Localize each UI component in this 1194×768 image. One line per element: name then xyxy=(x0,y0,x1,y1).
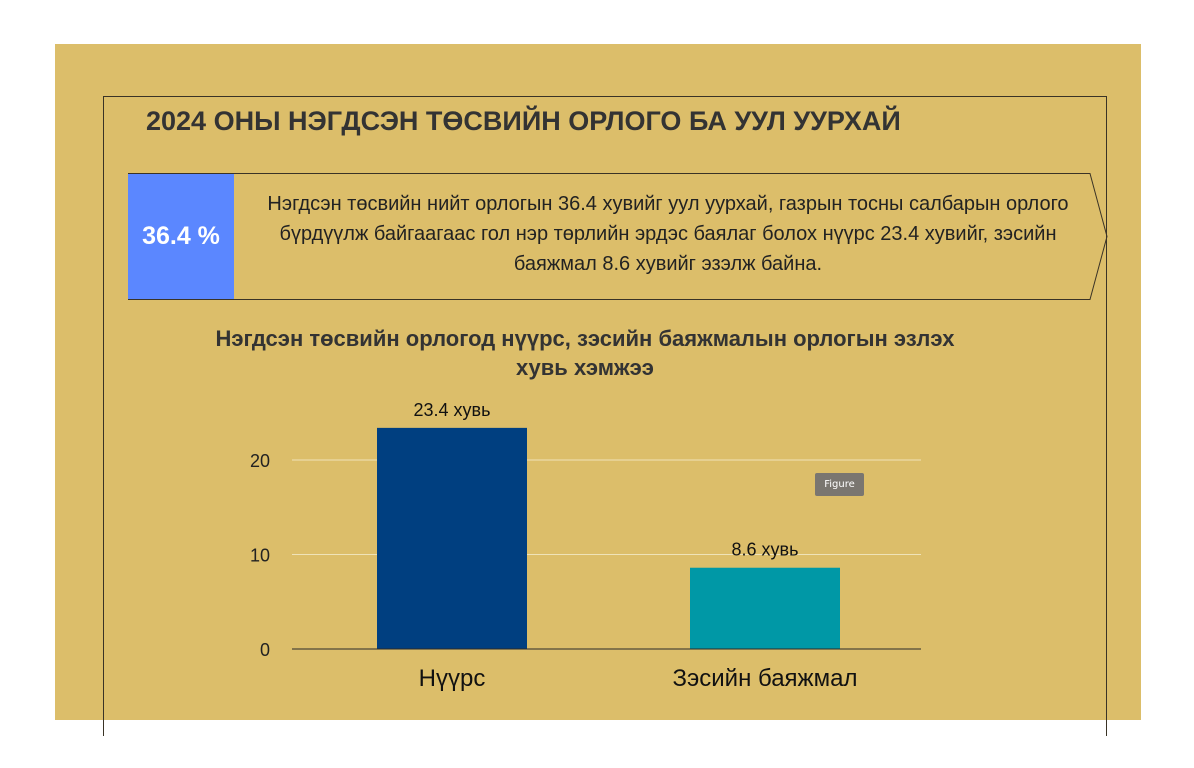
callout-text: Нэгдсэн төсвийн нийт орлогын 36.4 хувийг… xyxy=(267,193,1069,275)
percent-badge: 36.4 % xyxy=(128,174,234,299)
figure-label: Figure xyxy=(815,473,864,496)
bar-chart: 0 10 20 23.4 хувь Нүүрс 8.6 хувь Зэсийн баяжма… xyxy=(250,400,921,692)
y-tick-label: 20 xyxy=(250,451,270,471)
data-label: 8.6 хувь xyxy=(732,540,799,560)
page-title: 2024 ОНЫ НЭГДСЭН ТӨСВИЙН ОРЛОГО БА УУЛ У… xyxy=(146,106,901,136)
content-frame xyxy=(103,96,1107,736)
callout-arrow-shape xyxy=(128,173,1108,300)
data-label: 23.4 хувь xyxy=(414,400,491,420)
x-category-label: Нүүрс xyxy=(419,665,486,692)
x-category-label: Зэсийн баяжмал xyxy=(673,665,858,692)
chart-title: Нэгдсэн төсвийн орлогод нүүрс, зэсийн ба… xyxy=(215,326,955,380)
bar-1 xyxy=(377,427,527,649)
y-tick-label: 0 xyxy=(260,640,270,660)
bar-2 xyxy=(690,567,840,649)
summary-callout: 36.4 % Нэгдсэн төсвийн нийт орлогын 36.4… xyxy=(128,173,1110,300)
infographic-panel: 2024 ОНЫ НЭГДСЭН ТӨСВИЙН ОРЛОГО БА УУЛ У… xyxy=(55,44,1141,736)
y-tick-label: 10 xyxy=(250,546,270,566)
